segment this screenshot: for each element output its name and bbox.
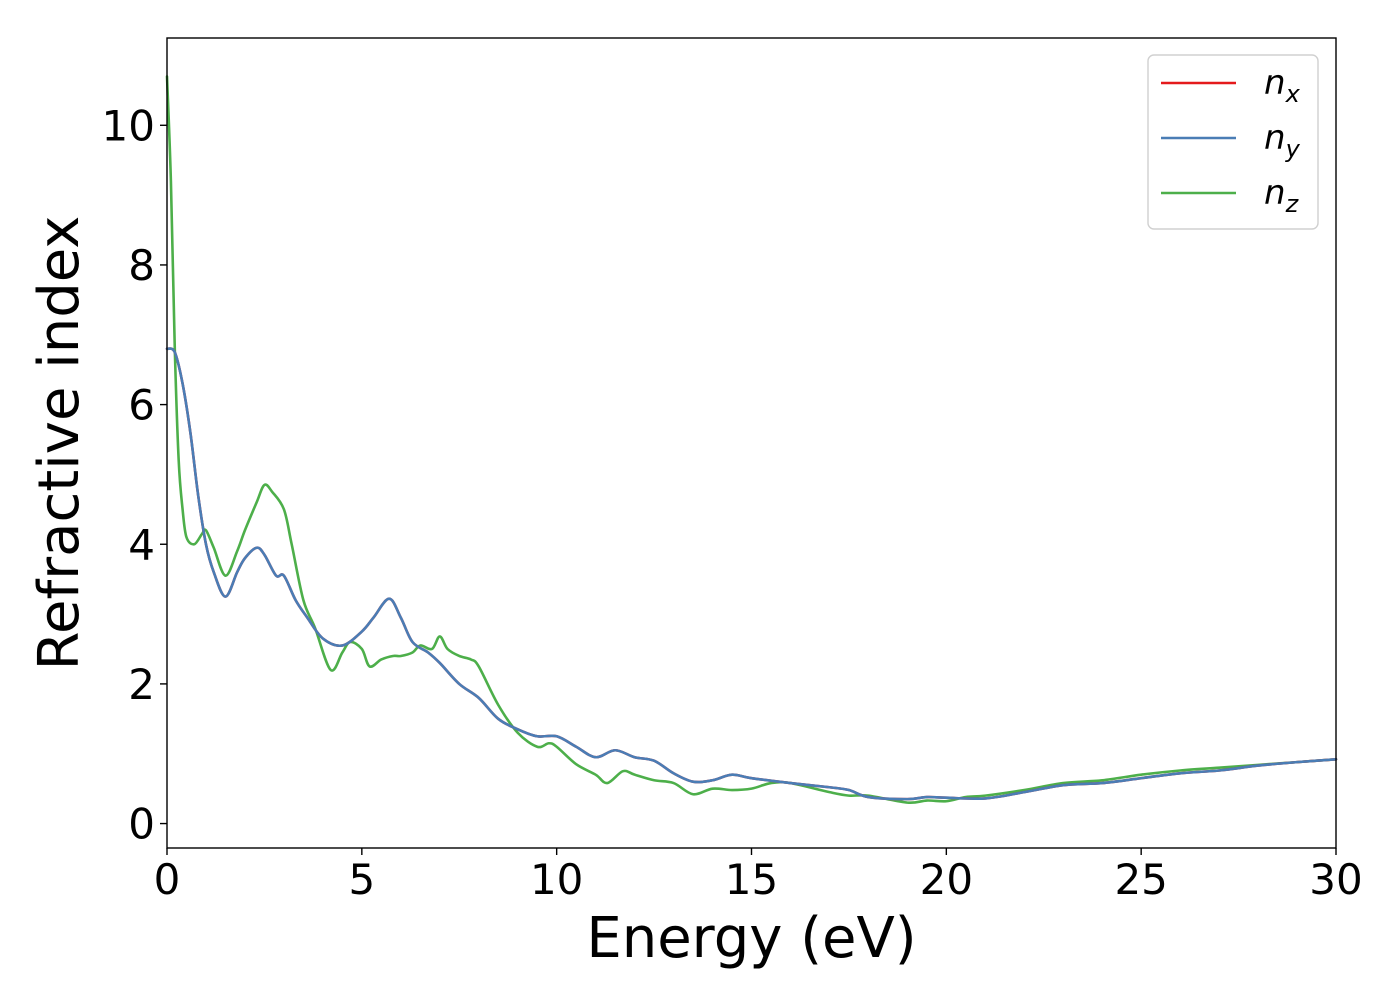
x-tick-label: 30 bbox=[1309, 855, 1362, 904]
y-tick-label: 6 bbox=[128, 381, 155, 430]
y-tick-label: 4 bbox=[128, 520, 155, 569]
x-axis-ticks: 0 5 10 15 20 25 30 bbox=[154, 848, 1363, 904]
x-tick-label: 10 bbox=[530, 855, 583, 904]
y-axis-ticks: 0 2 4 6 8 10 bbox=[102, 101, 167, 849]
x-tick-label: 5 bbox=[348, 855, 375, 904]
series-layer bbox=[165, 75, 1338, 805]
y-tick-label: 10 bbox=[102, 101, 155, 150]
legend-label-z: nz bbox=[1264, 173, 1300, 218]
legend-box bbox=[1147, 54, 1319, 230]
x-tick-label: 15 bbox=[725, 855, 778, 904]
y-tick-label: 2 bbox=[128, 660, 155, 709]
x-tick-label: 25 bbox=[1114, 855, 1167, 904]
y-axis-label: Refractive index bbox=[27, 216, 92, 671]
series-line-y bbox=[165, 347, 1338, 801]
x-axis-label: Energy (eV) bbox=[586, 906, 916, 971]
legend-label-y: ny bbox=[1264, 118, 1301, 163]
x-tick-label: 20 bbox=[920, 855, 973, 904]
legend-label-x: nx bbox=[1264, 63, 1301, 108]
series-line-z bbox=[165, 75, 1338, 805]
y-tick-label: 8 bbox=[128, 241, 155, 290]
y-tick-label: 0 bbox=[128, 800, 155, 849]
legend: nx ny nz bbox=[1147, 54, 1319, 230]
x-tick-label: 0 bbox=[154, 855, 181, 904]
